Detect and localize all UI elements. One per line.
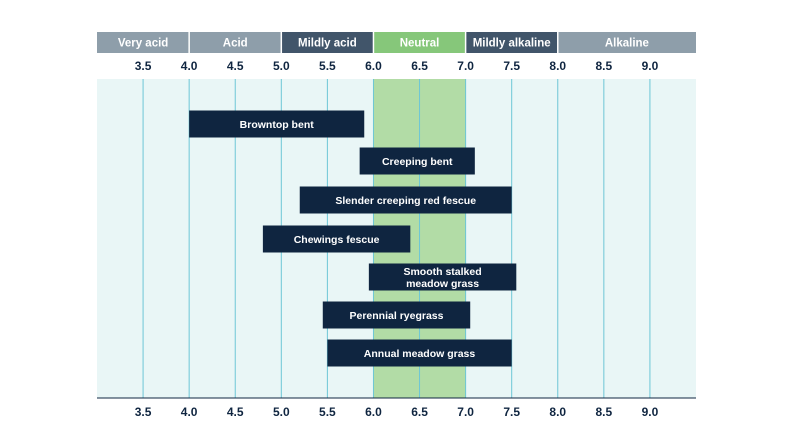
top-tick-label: 9.0 bbox=[642, 59, 659, 73]
range-bars: Browntop bent Creeping bent Slender creepi… bbox=[189, 110, 517, 367]
top-tick-label: 6.5 bbox=[411, 59, 428, 73]
scale-band-acid bbox=[189, 32, 282, 53]
scale-band-mildly-acid bbox=[281, 32, 374, 53]
bottom-tick-label: 4.0 bbox=[181, 405, 198, 419]
bottom-axis-ticks: 3.5 4.0 4.5 5.0 5.5 6.0 6.5 7.0 7.5 8.0 8.5 9.0 bbox=[135, 405, 659, 419]
top-tick-label: 8.0 bbox=[549, 59, 566, 73]
ph-scale-bands: Very acid Acid Mildly acid Neutral Mildly al… bbox=[97, 32, 696, 53]
scale-band-label: Mildly acid bbox=[298, 38, 357, 50]
scale-band-label: Mildly alkaline bbox=[473, 38, 551, 50]
top-tick-label: 5.0 bbox=[273, 59, 290, 73]
scale-band-alkaline bbox=[557, 32, 696, 53]
bottom-tick-label: 6.0 bbox=[365, 405, 382, 419]
range-bar-smooth-stalked-meadow-grass bbox=[368, 263, 517, 291]
top-tick-label: 6.0 bbox=[365, 59, 382, 73]
bottom-tick-label: 8.5 bbox=[596, 405, 613, 419]
range-bar-label: Creeping bent bbox=[382, 156, 453, 168]
range-bar-label: Perennial ryegrass bbox=[350, 310, 444, 322]
bottom-tick-label: 8.0 bbox=[549, 405, 566, 419]
range-bar-creeping-bent bbox=[359, 147, 475, 175]
range-bar-annual-meadow-grass bbox=[327, 339, 512, 367]
scale-band-very-acid bbox=[97, 32, 190, 53]
bottom-tick-label: 3.5 bbox=[135, 405, 152, 419]
range-bar-browntop-bent bbox=[189, 110, 365, 138]
top-tick-label: 7.0 bbox=[457, 59, 474, 73]
top-tick-label: 4.0 bbox=[181, 59, 198, 73]
scale-band-label: Alkaline bbox=[605, 38, 649, 50]
top-tick-label: 8.5 bbox=[596, 59, 613, 73]
bottom-tick-label: 4.5 bbox=[227, 405, 244, 419]
top-axis-ticks: 3.5 4.0 4.5 5.0 5.5 6.0 6.5 7.0 7.5 8.0 8.5 9.0 bbox=[135, 59, 659, 73]
range-bar-perennial-ryegrass bbox=[322, 301, 471, 329]
range-bar-label: Browntop bent bbox=[240, 119, 315, 131]
range-bar-chewings-fescue bbox=[262, 225, 411, 253]
top-tick-label: 5.5 bbox=[319, 59, 336, 73]
bottom-tick-label: 7.5 bbox=[503, 405, 520, 419]
bottom-tick-label: 5.0 bbox=[273, 405, 290, 419]
range-bar-slender-creeping-red-fescue bbox=[299, 186, 512, 214]
scale-band-label: Very acid bbox=[118, 38, 169, 50]
range-bar-label: Chewings fescue bbox=[294, 234, 380, 246]
scale-band-neutral bbox=[373, 32, 466, 53]
bottom-tick-label: 5.5 bbox=[319, 405, 336, 419]
range-bar-label: meadow grass bbox=[406, 278, 479, 290]
scale-band-label: Acid bbox=[223, 38, 248, 50]
bottom-tick-label: 7.0 bbox=[457, 405, 474, 419]
bottom-tick-label: 9.0 bbox=[642, 405, 659, 419]
scale-band-mildly-alkaline bbox=[465, 32, 558, 53]
range-bar-label: Annual meadow grass bbox=[364, 348, 476, 360]
top-tick-label: 3.5 bbox=[135, 59, 152, 73]
range-bar-label: Smooth stalked bbox=[403, 266, 481, 278]
bottom-tick-label: 6.5 bbox=[411, 405, 428, 419]
top-tick-label: 7.5 bbox=[503, 59, 520, 73]
top-tick-label: 4.5 bbox=[227, 59, 244, 73]
range-bar-label: Slender creeping red fescue bbox=[335, 195, 476, 207]
scale-band-label: Neutral bbox=[400, 38, 440, 50]
